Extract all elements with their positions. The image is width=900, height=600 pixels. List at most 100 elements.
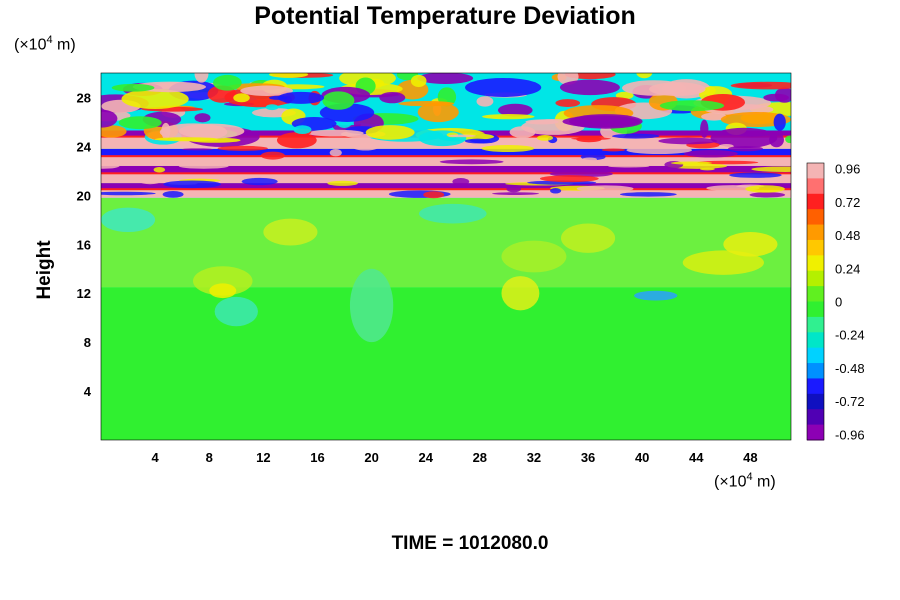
field-band <box>101 148 791 157</box>
y-unit-label: (×104 m) <box>14 34 76 54</box>
colorbar-swatch <box>807 239 824 256</box>
field-streak <box>423 191 445 199</box>
colorbar-swatch <box>807 424 824 441</box>
field-streak <box>101 163 120 169</box>
field-eddy <box>773 113 786 131</box>
colorbar-swatch <box>807 301 824 318</box>
y-unit-suffix: m) <box>52 36 76 54</box>
field-eddy <box>465 77 542 97</box>
field-streak <box>697 160 759 165</box>
y-axis: 4 8 12 16 20 24 28 <box>77 90 92 399</box>
field-eddy <box>178 123 245 139</box>
field-eddy <box>194 73 209 83</box>
colorbar-tick-label: 0.24 <box>835 261 860 276</box>
field-streak <box>683 149 738 158</box>
colorbar-swatch <box>807 409 824 426</box>
colorbar-swatch <box>807 193 824 210</box>
colorbar-tick-label: 0 <box>835 295 842 310</box>
field-plume <box>418 203 487 224</box>
field-eddy <box>763 93 789 102</box>
heatmap-field <box>101 73 791 440</box>
x-unit-suffix: m) <box>752 473 776 491</box>
field-eddy <box>121 88 189 109</box>
field-streak <box>751 166 791 172</box>
field-streak <box>749 192 786 198</box>
field-streak <box>260 151 285 160</box>
field-streak <box>728 146 763 152</box>
colorbar-tick-label: -0.24 <box>835 328 865 343</box>
field-streak <box>241 177 278 186</box>
field-eddy <box>101 125 127 138</box>
field-eddy <box>659 100 725 112</box>
colorbar-swatch <box>807 209 824 226</box>
colorbar-tick-label: -0.96 <box>835 427 865 442</box>
y-tick-label: 8 <box>84 335 91 350</box>
field-eddy <box>111 83 155 92</box>
plot-frame <box>100 72 792 441</box>
field-eddy <box>555 99 581 107</box>
field-eddy <box>268 73 309 78</box>
field-eddy <box>322 91 355 110</box>
field-eddy <box>276 132 317 149</box>
chart-title: Potential Temperature Deviation <box>254 2 636 30</box>
colorbar: 0.96 0.72 0.48 0.24 0 -0.24 -0.48 -0.72 -0.96 <box>806 162 865 442</box>
field-eddy <box>154 137 219 142</box>
x-tick-label: 12 <box>256 450 270 465</box>
y-tick-label: 20 <box>77 188 91 203</box>
x-tick-label: 32 <box>527 450 541 465</box>
colorbar-swatch <box>807 255 824 272</box>
field-band-edge <box>101 188 791 191</box>
field-streak <box>163 180 222 189</box>
field-streak <box>140 179 161 185</box>
x-tick-label: 40 <box>635 450 649 465</box>
field-plume <box>101 207 156 233</box>
field-eddy <box>379 91 406 104</box>
field-eddy <box>410 74 427 88</box>
colorbar-swatch <box>807 332 824 349</box>
field-streak <box>153 166 166 173</box>
field-plume <box>682 250 764 275</box>
field-eddy <box>417 102 459 123</box>
field-eddy <box>457 101 474 121</box>
field-streak <box>619 192 677 197</box>
x-tick-label: 28 <box>473 450 487 465</box>
field-streak <box>178 163 229 169</box>
field-plume <box>723 232 778 257</box>
field-eddy <box>622 80 687 96</box>
field-eddy <box>497 103 533 117</box>
field-plume <box>634 290 678 301</box>
field-streak <box>217 145 268 151</box>
colorbar-frame <box>806 162 825 441</box>
field-plume <box>193 266 253 296</box>
field-eddy <box>482 114 535 120</box>
x-tick-label: 36 <box>581 450 595 465</box>
field-streak <box>677 176 690 181</box>
colorbar-swatch <box>807 163 824 179</box>
colorbar-swatch <box>807 363 824 379</box>
field-eddy <box>417 73 474 84</box>
field-streak <box>506 185 522 193</box>
field-streak <box>608 165 650 168</box>
field-eddy <box>636 73 653 79</box>
field-eddy <box>559 79 620 96</box>
colorbar-swatch <box>807 316 824 333</box>
field-streak <box>745 185 785 193</box>
y-unit-exp: 4 <box>46 34 53 46</box>
colorbar-swatch <box>807 393 824 410</box>
x-tick-label: 16 <box>310 450 324 465</box>
field-streak <box>464 138 491 144</box>
field-streak <box>550 188 562 194</box>
field-streak <box>536 134 554 141</box>
colorbar-swatch <box>807 270 824 287</box>
field-eddy <box>365 125 415 140</box>
y-tick-label: 28 <box>77 90 91 105</box>
field-streak <box>576 185 634 193</box>
field-streak <box>329 149 342 157</box>
colorbar-tick-label: -0.48 <box>835 361 865 376</box>
colorbar-tick-label: 0.96 <box>835 162 860 177</box>
x-unit-label: (×104 m) <box>714 471 776 491</box>
field-streak <box>181 148 214 151</box>
y-tick-label: 4 <box>84 384 92 399</box>
field-eddy <box>562 115 641 128</box>
